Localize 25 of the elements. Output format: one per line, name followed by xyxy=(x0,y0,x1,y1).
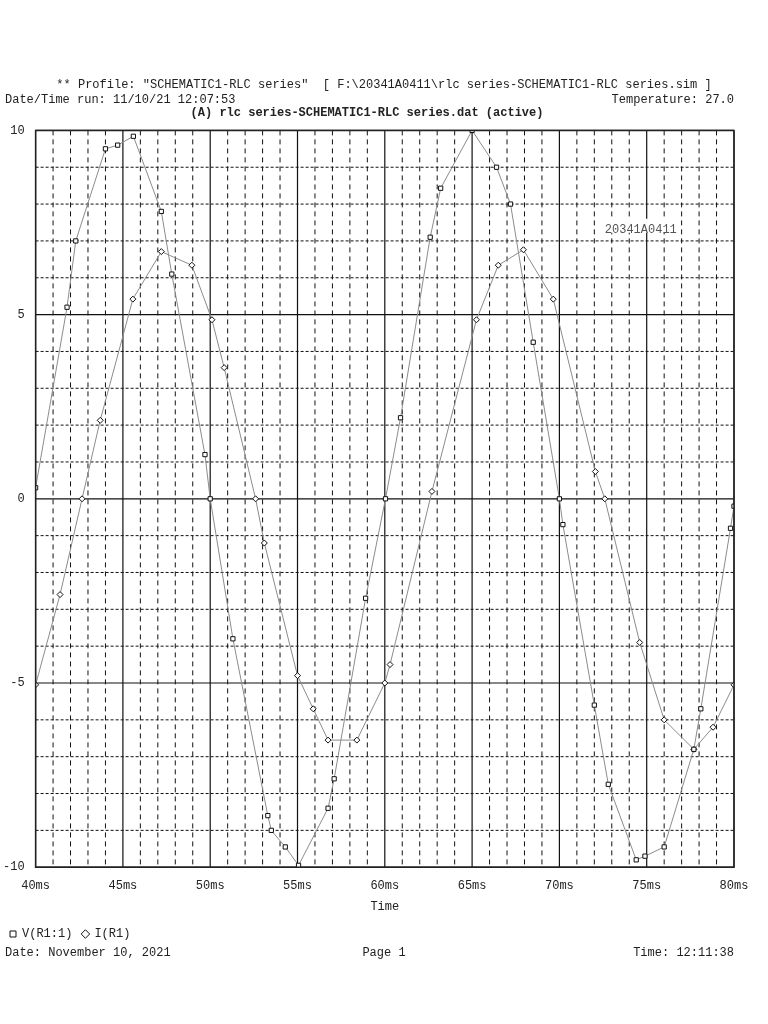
y-tick-label: 10 xyxy=(10,123,25,138)
x-tick-label: 75ms xyxy=(632,878,662,893)
text: Temperature: 27.0 xyxy=(611,93,734,107)
x-tick-label: 55ms xyxy=(283,878,312,893)
text: Time: 12:11:38 xyxy=(633,946,734,960)
y-tick-label: 0 xyxy=(17,491,25,506)
y-tick-label: 5 xyxy=(17,307,25,322)
legend-label: V(R1:1) xyxy=(22,927,73,942)
x-tick-label: 40ms xyxy=(21,878,51,893)
x-tick-label: 70ms xyxy=(544,878,574,893)
legend-label: I(R1) xyxy=(94,927,131,942)
x-tick-label: 65ms xyxy=(457,878,487,893)
text: Page 1 xyxy=(362,946,406,960)
x-tick-label: 60ms xyxy=(370,878,400,893)
x-tick-label: 50ms xyxy=(195,878,225,893)
y-tick-label: -10 xyxy=(2,860,25,875)
text: ** Profile: "SCHEMATIC1-RLC series" [ F:\20341A0411\rlc series-SCHEMATIC1-RLC series.sim ] xyxy=(56,78,712,92)
y-tick-label: -5 xyxy=(10,676,25,691)
text: Date/Time run: 11/10/21 12:07:53 xyxy=(5,93,236,107)
x-tick-label: 80ms xyxy=(719,878,749,893)
x-axis-title: Time xyxy=(370,899,400,914)
annotation: 20341A0411 xyxy=(604,223,677,238)
chart-title: (A) rlc series-SCHEMATIC1-RLC series.dat (active) xyxy=(190,106,544,121)
x-tick-label: 45ms xyxy=(108,878,138,893)
text: Date: November 10, 2021 xyxy=(5,946,171,960)
